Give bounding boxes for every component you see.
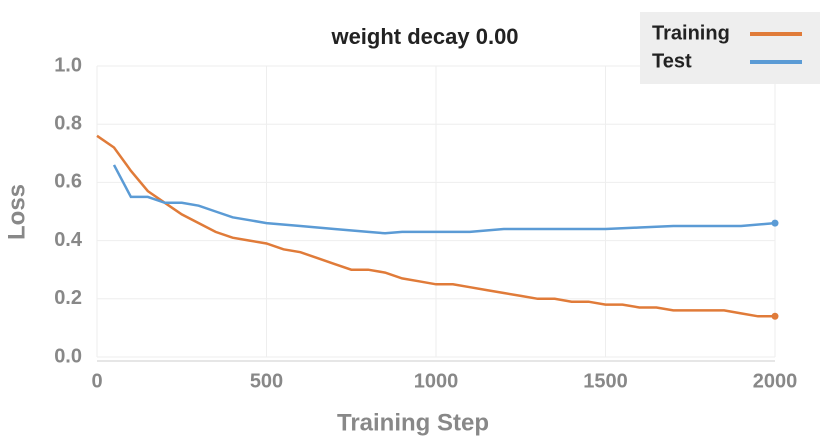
y-tick-label: 0.2 xyxy=(54,287,82,309)
x-tick-label: 500 xyxy=(250,370,283,392)
y-tick-label: 0.0 xyxy=(54,345,82,367)
y-tick-label: 0.4 xyxy=(54,229,83,251)
y-axis-label: Loss xyxy=(3,184,30,240)
x-axis-label: Training Step xyxy=(337,409,489,436)
y-tick-label: 0.8 xyxy=(54,112,82,134)
y-tick-label: 1.0 xyxy=(54,54,82,76)
end-point xyxy=(771,312,779,320)
x-tick-label: 0 xyxy=(91,370,102,392)
y-tick-label: 0.6 xyxy=(54,171,82,193)
x-tick-label: 2000 xyxy=(753,370,798,392)
series-line xyxy=(96,134,775,318)
series-line xyxy=(112,164,776,235)
legend-box xyxy=(640,12,820,84)
legend-label: Training xyxy=(652,22,730,44)
x-tick-label: 1000 xyxy=(414,370,459,392)
end-point xyxy=(771,219,779,227)
legend-label: Test xyxy=(652,50,692,72)
chart-title: weight decay 0.00 xyxy=(330,24,518,49)
x-tick-label: 1500 xyxy=(583,370,628,392)
